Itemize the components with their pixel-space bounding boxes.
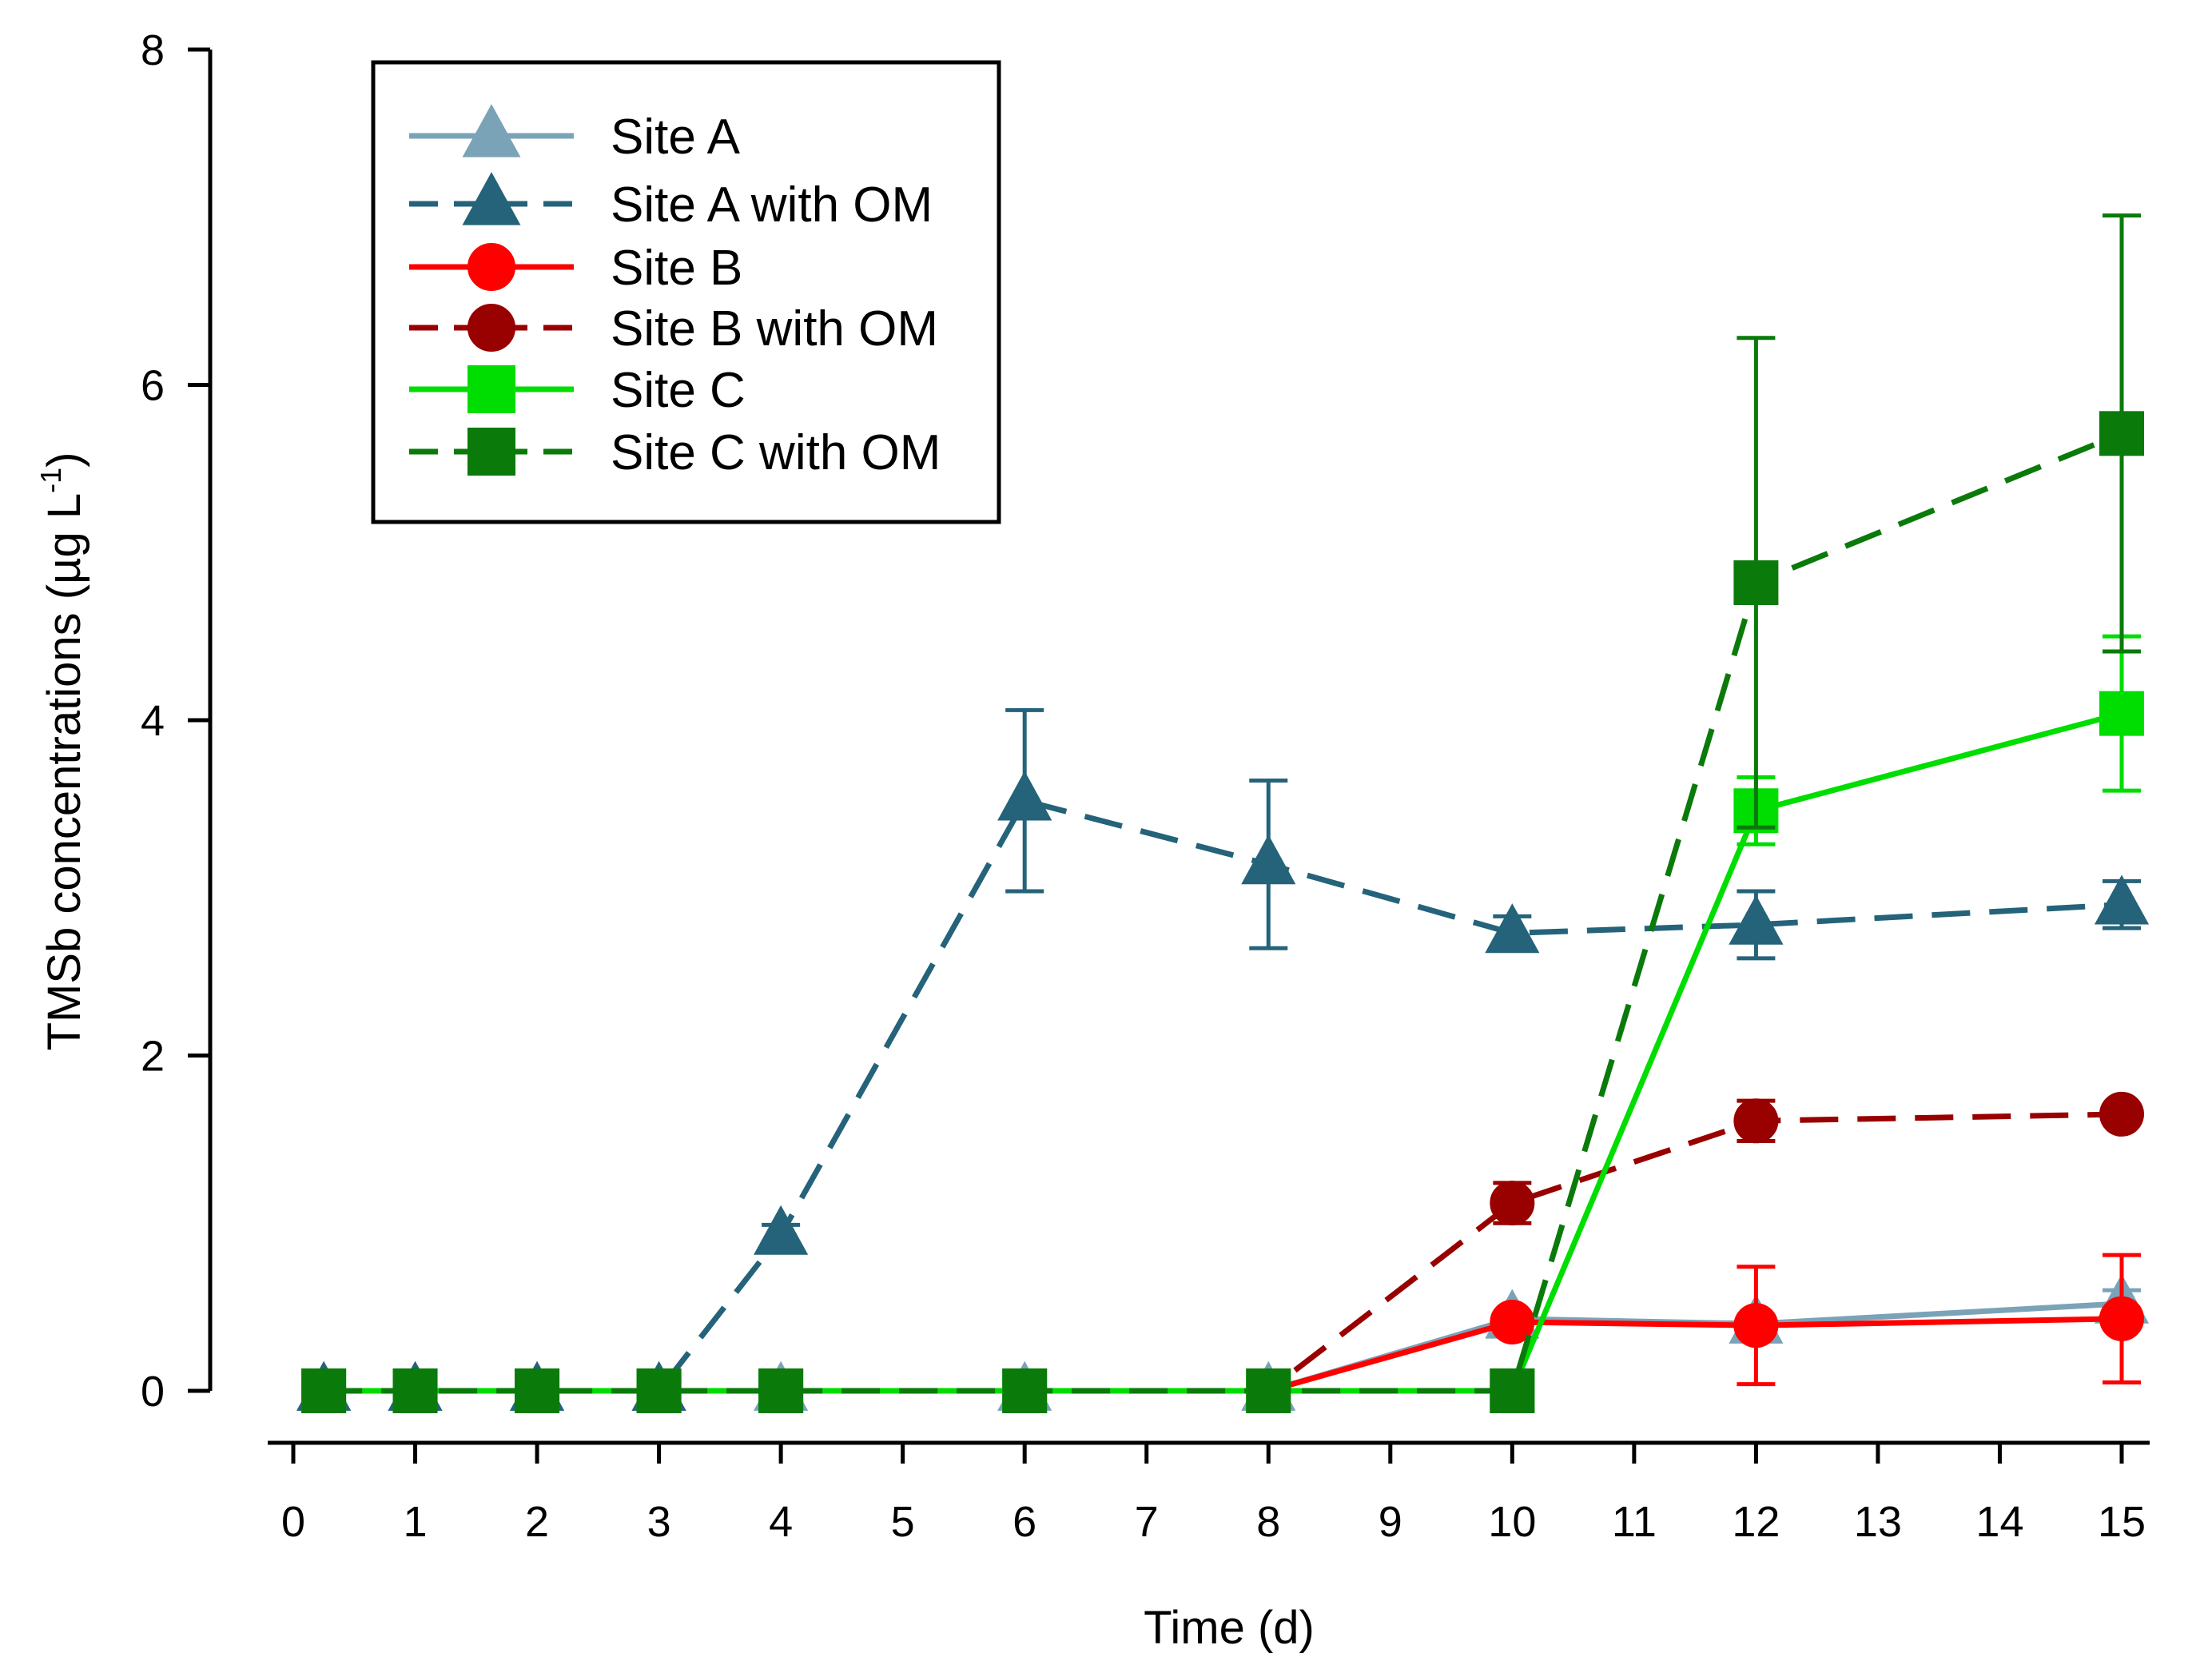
legend-label: Site A [611, 110, 741, 165]
legend-entry: Site C [409, 363, 746, 418]
data-point [1733, 560, 1779, 606]
legend-entry: Site A [409, 104, 741, 165]
legend-label: Site B with OM [611, 301, 938, 357]
x-tick-label: 5 [891, 1498, 915, 1546]
x-tick-label: 0 [281, 1498, 305, 1546]
legend-marker [462, 172, 521, 225]
x-tick-label: 10 [1488, 1498, 1536, 1546]
series-line [324, 1316, 2122, 1394]
data-point [1490, 1368, 1535, 1413]
legend-entry: Site B [409, 241, 742, 296]
x-tick-label: 14 [1975, 1498, 2023, 1546]
series-site-a-with-om [296, 707, 2150, 1411]
x-tick-label: 1 [404, 1498, 428, 1546]
x-tick-label: 2 [525, 1498, 549, 1546]
data-point [1733, 1098, 1779, 1144]
x-tick-label: 9 [1379, 1498, 1402, 1546]
data-point [1490, 1300, 1535, 1345]
data-point [1733, 1303, 1779, 1348]
legend-marker [467, 428, 515, 476]
data-point [758, 1368, 804, 1413]
data-point [997, 771, 1052, 821]
data-point [2099, 411, 2144, 456]
series-site-c [301, 634, 2144, 1413]
data-point [1002, 1368, 1048, 1413]
y-axis-title-main: TMSb concentrations (µg L [38, 493, 90, 1051]
x-tick-label: 15 [2098, 1498, 2146, 1546]
y-tick-label: 6 [141, 362, 165, 410]
data-point [392, 1368, 438, 1413]
series-site-b-with-om [301, 1091, 2144, 1413]
data-point [2099, 691, 2144, 736]
legend-marker [462, 104, 521, 157]
legend-label: Site C [611, 363, 746, 418]
legend-marker [467, 304, 515, 352]
data-point [1729, 894, 1784, 945]
series-line [324, 1111, 2122, 1394]
data-point [1246, 1368, 1291, 1413]
legend-entry: Site A with OM [409, 172, 933, 233]
series-line [324, 711, 2122, 1394]
y-tick-label: 2 [141, 1033, 165, 1081]
y-tick-label: 8 [141, 26, 165, 74]
y-axis-title-superscript: -1 [34, 468, 67, 493]
legend-marker [467, 243, 515, 291]
legend-label: Site A with OM [611, 177, 933, 233]
x-tick-label: 3 [647, 1498, 671, 1546]
x-tick-label: 11 [1612, 1498, 1657, 1546]
legend-marker [467, 365, 515, 413]
data-point [1485, 903, 1540, 954]
y-tick-label: 4 [141, 697, 165, 745]
data-point [301, 1368, 347, 1413]
y-axis-title-close: ) [38, 452, 90, 468]
x-axis-title: Time (d) [1144, 1602, 1315, 1654]
series-line [324, 798, 2122, 1394]
y-tick-label: 0 [141, 1368, 165, 1416]
data-point [2099, 1296, 2144, 1341]
legend-label: Site C with OM [611, 425, 941, 480]
series-line [324, 1301, 2122, 1394]
x-tick-label: 4 [769, 1498, 793, 1546]
data-point [636, 1368, 682, 1413]
x-tick-label: 7 [1135, 1498, 1159, 1546]
series-site-c-with-om [301, 213, 2144, 1413]
data-point [754, 1205, 809, 1255]
y-axis-title: TMSb concentrations (µg L-1) [34, 452, 90, 1051]
series-layer [296, 213, 2150, 1413]
x-tick-label: 12 [1732, 1498, 1780, 1546]
data-point [1490, 1181, 1535, 1226]
legend-entry: Site B with OM [409, 301, 938, 357]
data-point [2099, 1091, 2144, 1137]
x-tick-label: 6 [1013, 1498, 1036, 1546]
legend-label: Site B [611, 241, 742, 296]
data-point [2094, 874, 2150, 925]
x-tick-label: 13 [1854, 1498, 1902, 1546]
data-point [515, 1368, 560, 1413]
data-point [1241, 834, 1296, 885]
x-tick-label: 8 [1256, 1498, 1280, 1546]
legend-entry: Site C with OM [409, 425, 941, 480]
series-line [324, 431, 2123, 1394]
